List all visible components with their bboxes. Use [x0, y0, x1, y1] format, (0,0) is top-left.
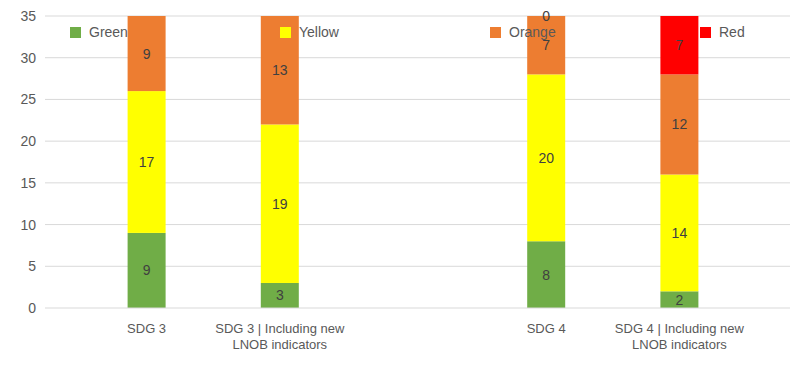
bar-segment [527, 241, 565, 308]
bar-segment [261, 16, 299, 124]
legend-label: Orange [509, 24, 556, 40]
legend: Green Yellow Orange Red [70, 24, 745, 40]
x-tick-label: SDG 3 [127, 321, 166, 336]
x-tick-label: SDG 4 | Including newLNOB indicators [615, 321, 745, 352]
legend-label: Green [89, 24, 128, 40]
legend-swatch [70, 27, 81, 38]
grid [45, 16, 790, 266]
bar-segment [527, 74, 565, 241]
bar-segment [128, 16, 166, 91]
data-label: 12 [672, 116, 688, 132]
y-tick-label: 0 [28, 300, 36, 316]
data-label: 0 [542, 8, 550, 24]
chart-container: 0510152025303591793191382070214127SDG 3S… [0, 0, 800, 372]
bar-segment [128, 233, 166, 308]
data-label: 9 [143, 262, 151, 278]
bar-segment [660, 74, 698, 174]
chart: 0510152025303591793191382070214127SDG 3S… [0, 0, 800, 372]
data-label: 3 [276, 287, 284, 303]
data-label: 19 [272, 196, 288, 212]
bar-segment [261, 124, 299, 283]
y-tick-label: 35 [20, 8, 36, 24]
data-label: 20 [538, 150, 554, 166]
y-tick-label: 20 [20, 133, 36, 149]
x-tick-label: SDG 3 | Including newLNOB indicators [215, 321, 345, 352]
data-label: 14 [672, 225, 688, 241]
legend-swatch [700, 27, 711, 38]
bar-segment [261, 283, 299, 308]
y-tick-label: 5 [28, 258, 36, 274]
y-tick-label: 10 [20, 217, 36, 233]
data-label: 13 [272, 62, 288, 78]
bar-segment [660, 291, 698, 308]
bar-segment [660, 175, 698, 292]
data-label: 7 [676, 37, 684, 53]
legend-swatch [280, 27, 291, 38]
y-tick-label: 25 [20, 91, 36, 107]
data-label: 17 [139, 154, 155, 170]
legend-swatch [490, 27, 501, 38]
y-tick-label: 15 [20, 175, 36, 191]
y-tick-label: 30 [20, 50, 36, 66]
data-label: 2 [676, 292, 684, 308]
data-label: 9 [143, 46, 151, 62]
data-label: 8 [542, 267, 550, 283]
legend-label: Red [719, 24, 745, 40]
bars [128, 16, 699, 308]
bar-segment [128, 91, 166, 233]
x-tick-label: SDG 4 [527, 321, 566, 336]
legend-label: Yellow [299, 24, 340, 40]
bar-segment [660, 16, 698, 74]
